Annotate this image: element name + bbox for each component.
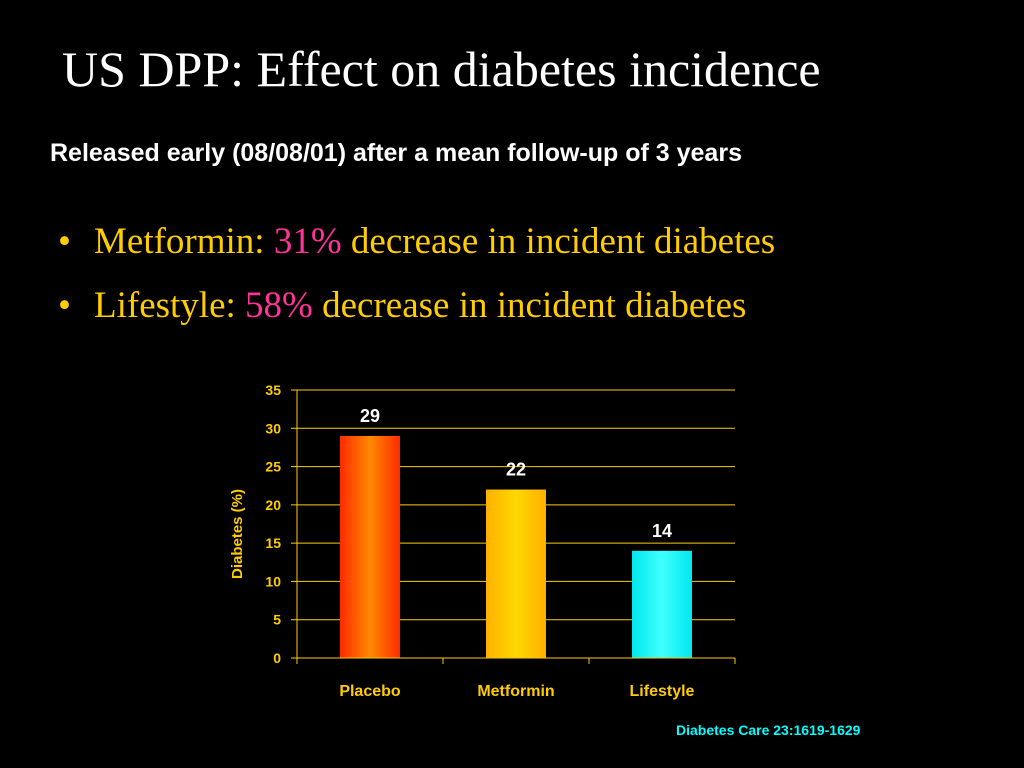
bullet-percent: 58% <box>245 285 313 326</box>
chart-axes <box>291 389 736 664</box>
bullet-list: • Metformin: 31% decrease in incident dia… <box>58 215 775 343</box>
bullet-label: Metformin: <box>94 221 265 262</box>
bullet-text: decrease in incident diabetes <box>350 221 776 262</box>
bullet-lifestyle: • Lifestyle: 58% decrease in incident dia… <box>58 279 775 343</box>
data-label: 29 <box>360 406 380 426</box>
y-axis-title: Diabetes (%) <box>229 489 246 579</box>
x-tick-label: Metformin <box>477 683 554 700</box>
chart-labels: 0 5 10 15 20 25 30 35 29 Placebo 22 Metformin 14 Life… <box>229 382 695 700</box>
bullet-dot: • <box>58 285 71 326</box>
bullet-text: decrease in incident diabetes <box>322 285 747 326</box>
x-tick-label: Lifestyle <box>630 683 695 700</box>
bullet-dot: • <box>58 221 71 262</box>
citation: Diabetes Care 23:1619-1629 <box>676 722 861 738</box>
y-tick-label: 30 <box>265 420 281 436</box>
y-tick-label: 20 <box>265 497 281 513</box>
x-tick-label: Placebo <box>339 683 401 700</box>
bar-placebo <box>340 435 400 658</box>
chart-bars <box>340 435 692 658</box>
y-tick-label: 15 <box>265 535 281 551</box>
bullet-label: Lifestyle: <box>94 285 236 326</box>
slide-title: US DPP: Effect on diabetes incidence <box>62 41 821 97</box>
y-tick-label: 10 <box>265 573 281 589</box>
y-tick-label: 25 <box>265 459 281 475</box>
bullet-percent: 31% <box>273 221 342 262</box>
y-tick-label: 0 <box>273 650 281 666</box>
bullet-metformin: • Metformin: 31% decrease in incident dia… <box>58 215 775 279</box>
y-tick-label: 35 <box>265 382 281 398</box>
bar-metformin <box>486 489 546 658</box>
data-label: 22 <box>506 460 526 480</box>
slide-subtitle: Released early (08/08/01) after a mean f… <box>50 139 742 167</box>
data-label: 14 <box>652 521 672 541</box>
bar-lifestyle <box>632 550 692 658</box>
y-tick-label: 5 <box>273 612 281 628</box>
